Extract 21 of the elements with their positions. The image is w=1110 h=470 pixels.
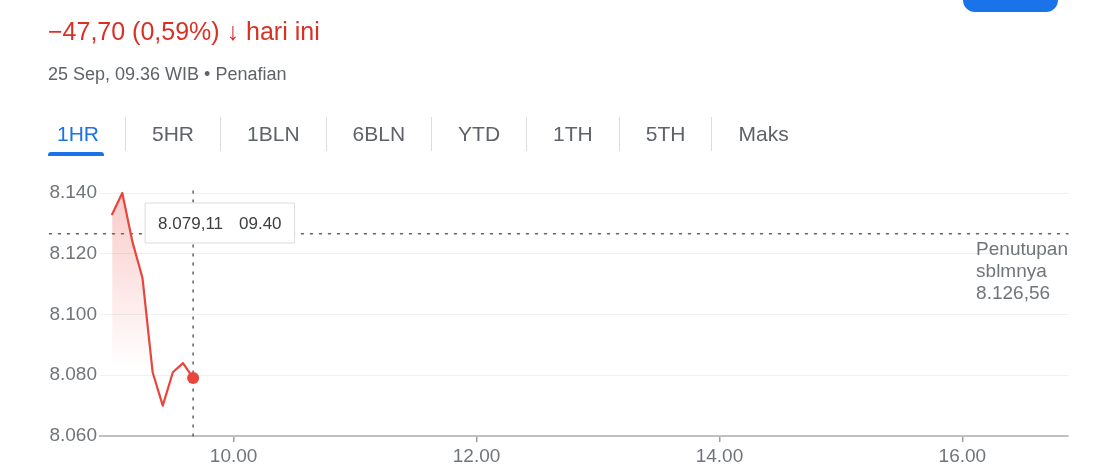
y-tick-label: 8.080 (49, 363, 97, 385)
text: 1HR (56, 121, 100, 147)
text: 1TH (552, 121, 594, 147)
x-tick-label: 10.00 (209, 444, 258, 466)
x-tick-label: 16.00 (938, 444, 987, 466)
x-tick-label: 12.00 (452, 444, 501, 466)
x-tick-label: 14.00 (695, 444, 744, 466)
text: 6BLN (351, 121, 407, 147)
y-tick-label: 8.060 (49, 424, 97, 446)
y-tick-label: 8.100 (49, 302, 97, 324)
text: YTD (457, 121, 502, 147)
y-tick-label: 8.120 (49, 241, 97, 263)
text: 25 Sep, 09.36 WIB • Penafian (48, 63, 287, 85)
ref-line-label: Penutupan sblmnya 8.126,56 (976, 237, 1068, 303)
annotation: 8.079,11 09.40 (158, 213, 282, 233)
y-tick-label: 8.140 (49, 181, 97, 203)
text: 5HR (151, 121, 196, 147)
text: Maks (737, 121, 790, 147)
chart-title: −47,70 (0,59%) ↓ hari ini (48, 16, 320, 46)
text: 1BLN (246, 121, 301, 147)
text: 5TH (644, 121, 687, 147)
